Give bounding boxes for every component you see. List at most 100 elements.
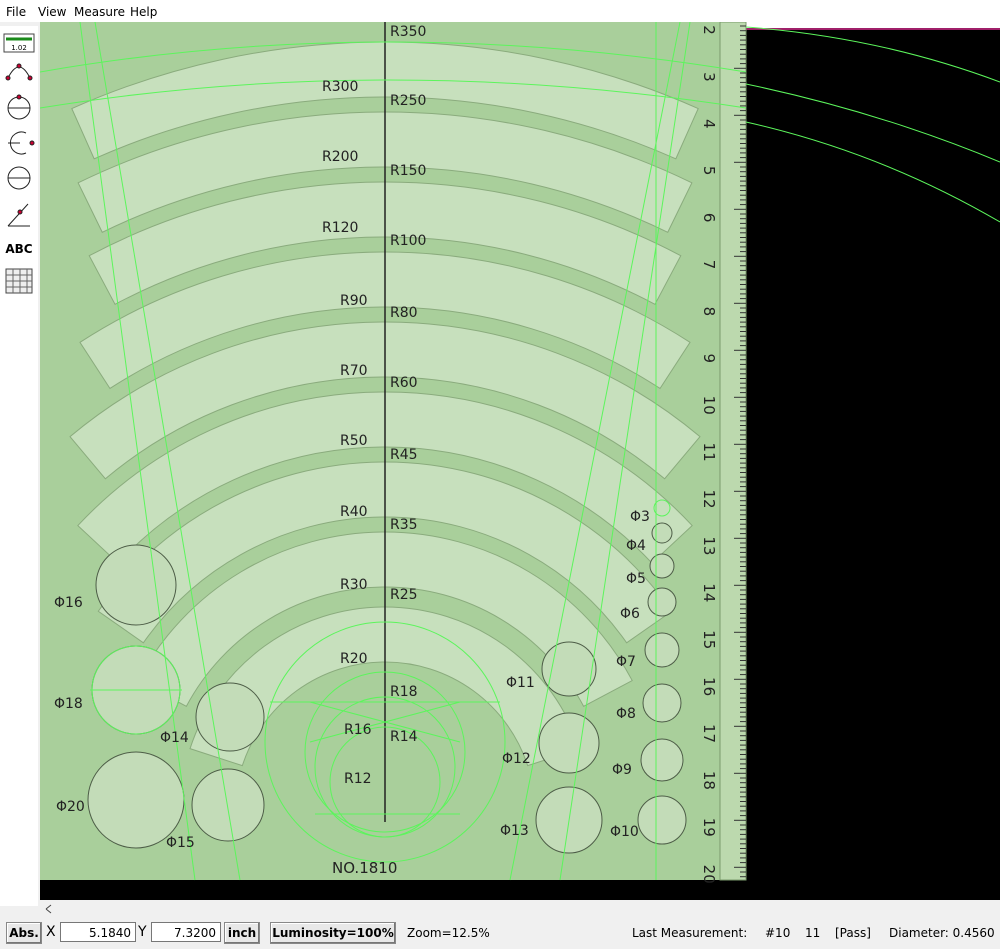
measurement-overlay xyxy=(40,22,1000,881)
hole xyxy=(642,683,682,723)
arc-slot xyxy=(79,251,691,390)
table-tool[interactable] xyxy=(5,268,33,294)
radius-label: R14 xyxy=(390,729,418,745)
diameter-label: Φ3 xyxy=(630,509,650,525)
ruler-number: 6 xyxy=(700,213,718,223)
scale-tool[interactable]: 1.02 xyxy=(3,33,35,53)
ruler-number: 19 xyxy=(700,818,718,837)
ruler-number: 13 xyxy=(700,536,718,555)
menu-item[interactable]: Help xyxy=(130,5,158,19)
radius-label: R40 xyxy=(340,504,368,520)
status-bar: Abs. X 5.1840 Y 7.3200 inch Luminosity=1… xyxy=(0,918,1000,949)
diameter-label: Φ5 xyxy=(626,571,646,587)
radius-label: R16 xyxy=(344,722,372,738)
ruler-number: 11 xyxy=(700,443,718,462)
measurement-diameter: Diameter: 0.4560 xyxy=(889,926,995,940)
tool-label[interactable]: ABC xyxy=(5,242,32,256)
hole xyxy=(637,795,687,845)
diameter-label: Φ11 xyxy=(506,675,535,691)
arc-slot xyxy=(77,111,693,233)
radius-label: R150 xyxy=(390,163,426,179)
radius-label: R250 xyxy=(390,93,426,109)
ruler-number: 15 xyxy=(700,630,718,649)
scroll-left-arrow[interactable] xyxy=(45,904,52,914)
radius-label: R90 xyxy=(340,293,368,309)
ruler-number: 5 xyxy=(700,166,718,176)
hole xyxy=(191,768,265,842)
hole xyxy=(644,632,680,668)
hole xyxy=(195,682,265,752)
diameter-label: Φ6 xyxy=(620,606,640,622)
hole xyxy=(538,712,600,774)
tool-label: 1.02 xyxy=(11,44,27,52)
menu-item[interactable]: File xyxy=(6,5,27,19)
tool-icons[interactable] xyxy=(5,63,35,227)
menu-bar: File View Measure Help xyxy=(0,0,1000,22)
radius-label: R100 xyxy=(390,233,426,249)
x-label: X xyxy=(46,924,56,940)
radius-label: R30 xyxy=(340,577,368,593)
radius-label: R80 xyxy=(390,305,418,321)
diameter-label: Φ12 xyxy=(502,751,531,767)
ruler-number: 10 xyxy=(700,396,718,415)
radius-label: R50 xyxy=(340,433,368,449)
radius-label: R200 xyxy=(322,149,358,165)
y-field[interactable]: 7.3200 xyxy=(151,922,221,942)
mode-button[interactable]: Abs. xyxy=(6,922,42,944)
diameter-label: Φ9 xyxy=(612,762,632,778)
radius-label: R20 xyxy=(340,651,368,667)
diameter-label: Φ18 xyxy=(54,696,83,712)
ruler-number: 9 xyxy=(700,354,718,364)
luminosity-button[interactable]: Luminosity=100% xyxy=(270,922,396,944)
ruler-number: 12 xyxy=(700,489,718,508)
hole xyxy=(649,553,675,579)
hole xyxy=(87,751,185,849)
menu-item[interactable]: View xyxy=(38,5,67,19)
ruler-number: 3 xyxy=(700,72,718,82)
diameter-label: Φ20 xyxy=(56,799,85,815)
toolbar: 1.02 ABC xyxy=(0,26,38,906)
zoom: Zoom=12.5% xyxy=(407,926,490,940)
measurement-result: [Pass] xyxy=(835,926,871,940)
ruler xyxy=(719,22,747,881)
radius-label: R45 xyxy=(390,447,418,463)
radius-label: R300 xyxy=(322,79,358,95)
arc-slot xyxy=(137,531,633,708)
radius-label: R120 xyxy=(322,220,358,236)
y-label: Y xyxy=(138,924,147,940)
horizontal-scrollbar[interactable] xyxy=(40,900,1000,918)
ruler-number: 18 xyxy=(700,771,718,790)
diameter-label: Φ10 xyxy=(610,824,639,840)
unit-button[interactable]: inch xyxy=(224,922,260,944)
radius-label: R35 xyxy=(390,517,418,533)
ruler-number: 2 xyxy=(700,25,718,35)
hole xyxy=(640,738,684,782)
menu-item[interactable]: Measure xyxy=(74,5,125,19)
diameter-label: Φ16 xyxy=(54,595,83,611)
arc-slot xyxy=(69,321,701,480)
arc-slot xyxy=(88,181,682,305)
diameter-label: Φ14 xyxy=(160,730,189,746)
arc-slot xyxy=(71,41,699,160)
x-field[interactable]: 5.1840 xyxy=(60,922,136,942)
diameter-label: Φ8 xyxy=(616,706,636,722)
ruler-number: 20 xyxy=(700,865,718,884)
diameter-label: Φ7 xyxy=(616,654,636,670)
hole xyxy=(647,587,677,617)
last-measurement-label: Last Measurement: xyxy=(632,926,748,940)
hole xyxy=(541,641,597,697)
ruler-number: 17 xyxy=(700,724,718,743)
ruler-number: 7 xyxy=(700,260,718,270)
radius-label: R70 xyxy=(340,363,368,379)
ruler-number: 8 xyxy=(700,307,718,317)
radius-label: R60 xyxy=(390,375,418,391)
radius-label: R12 xyxy=(344,771,372,787)
measurement-id: #10 xyxy=(765,926,791,940)
radius-label: R18 xyxy=(390,684,418,700)
image-view: R350 R300 R250 R200 R150 R120 R100 R90 R80 R70 R60… xyxy=(40,22,1000,918)
model-number: NO.1810 xyxy=(332,859,397,877)
hole xyxy=(95,544,177,626)
ruler-number: 14 xyxy=(700,583,718,602)
radius-label: R350 xyxy=(390,24,426,40)
